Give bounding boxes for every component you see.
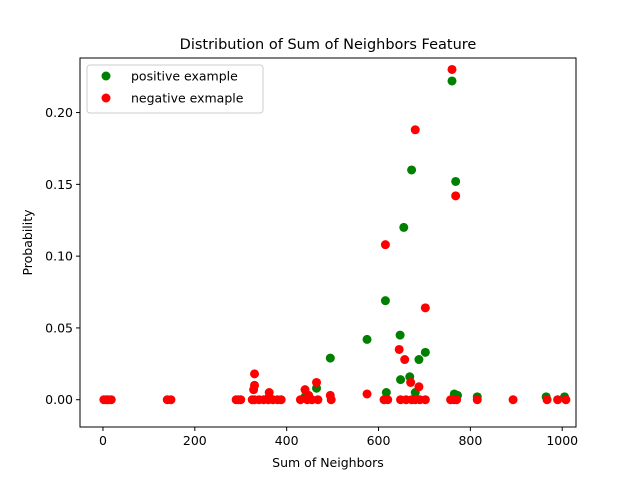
data-point <box>451 191 461 201</box>
data-point <box>542 395 552 405</box>
data-point <box>383 395 393 405</box>
data-point <box>400 355 410 365</box>
x-tick-label: 400 <box>275 433 299 448</box>
data-point <box>407 165 417 175</box>
data-point <box>276 395 286 405</box>
x-axis: 0 200 400 600 800 1000 <box>99 427 578 448</box>
x-axis-label: Sum of Neighbors <box>272 455 384 470</box>
y-tick-label: 0.15 <box>45 177 73 192</box>
chart-title: Distribution of Sum of Neighbors Feature <box>180 37 477 53</box>
data-point <box>381 388 391 398</box>
data-point <box>447 64 457 74</box>
x-tick-label: 800 <box>458 433 482 448</box>
data-point <box>420 303 430 313</box>
y-tick-label: 0.10 <box>45 249 73 264</box>
plot-frame <box>79 57 577 428</box>
x-tick-label: 1000 <box>546 433 578 448</box>
data-point <box>362 389 372 399</box>
y-axis-label: Probability <box>20 209 35 276</box>
data-point <box>249 385 259 395</box>
data-point <box>420 395 430 405</box>
y-tick-label: 0.20 <box>45 105 73 120</box>
data-point <box>313 395 323 405</box>
y-axis: 0.00 0.05 0.10 0.15 0.20 <box>45 105 80 407</box>
legend-marker-negative <box>101 93 111 103</box>
data-point <box>508 395 518 405</box>
data-point <box>362 334 372 344</box>
data-point <box>561 395 571 405</box>
data-point <box>451 176 461 186</box>
x-tick-label: 600 <box>367 433 391 448</box>
data-point <box>406 377 416 387</box>
data-point <box>312 377 322 387</box>
plot-area <box>80 58 576 427</box>
data-point <box>399 222 409 232</box>
data-point <box>250 369 260 379</box>
data-point <box>295 395 305 405</box>
legend-label-negative: negative exmaple <box>131 91 244 106</box>
data-point <box>553 395 563 405</box>
data-point <box>380 240 390 250</box>
data-point <box>264 388 274 398</box>
data-point <box>420 347 430 357</box>
data-point <box>106 395 116 405</box>
data-point <box>380 296 390 306</box>
data-point <box>452 395 462 405</box>
data-point <box>396 375 406 385</box>
data-point <box>410 125 420 135</box>
data-point <box>472 395 482 405</box>
data-point <box>166 395 176 405</box>
x-tick-label: 200 <box>183 433 207 448</box>
data-point <box>325 353 335 363</box>
data-point <box>414 355 424 365</box>
points-layer <box>99 64 571 405</box>
data-point <box>447 76 457 86</box>
x-tick-label: 0 <box>99 433 107 448</box>
legend-label-positive: positive example <box>131 69 238 84</box>
data-point <box>236 395 246 405</box>
data-point <box>414 382 424 392</box>
series-negative <box>99 64 571 405</box>
legend-marker-positive <box>101 71 111 81</box>
legend-box <box>86 64 264 114</box>
data-point <box>395 330 405 340</box>
legend: positive example negative exmaple <box>86 64 264 114</box>
data-point <box>326 395 336 405</box>
y-tick-label: 0.05 <box>45 320 73 335</box>
y-tick-label: 0.00 <box>45 392 73 407</box>
data-point <box>394 344 404 354</box>
